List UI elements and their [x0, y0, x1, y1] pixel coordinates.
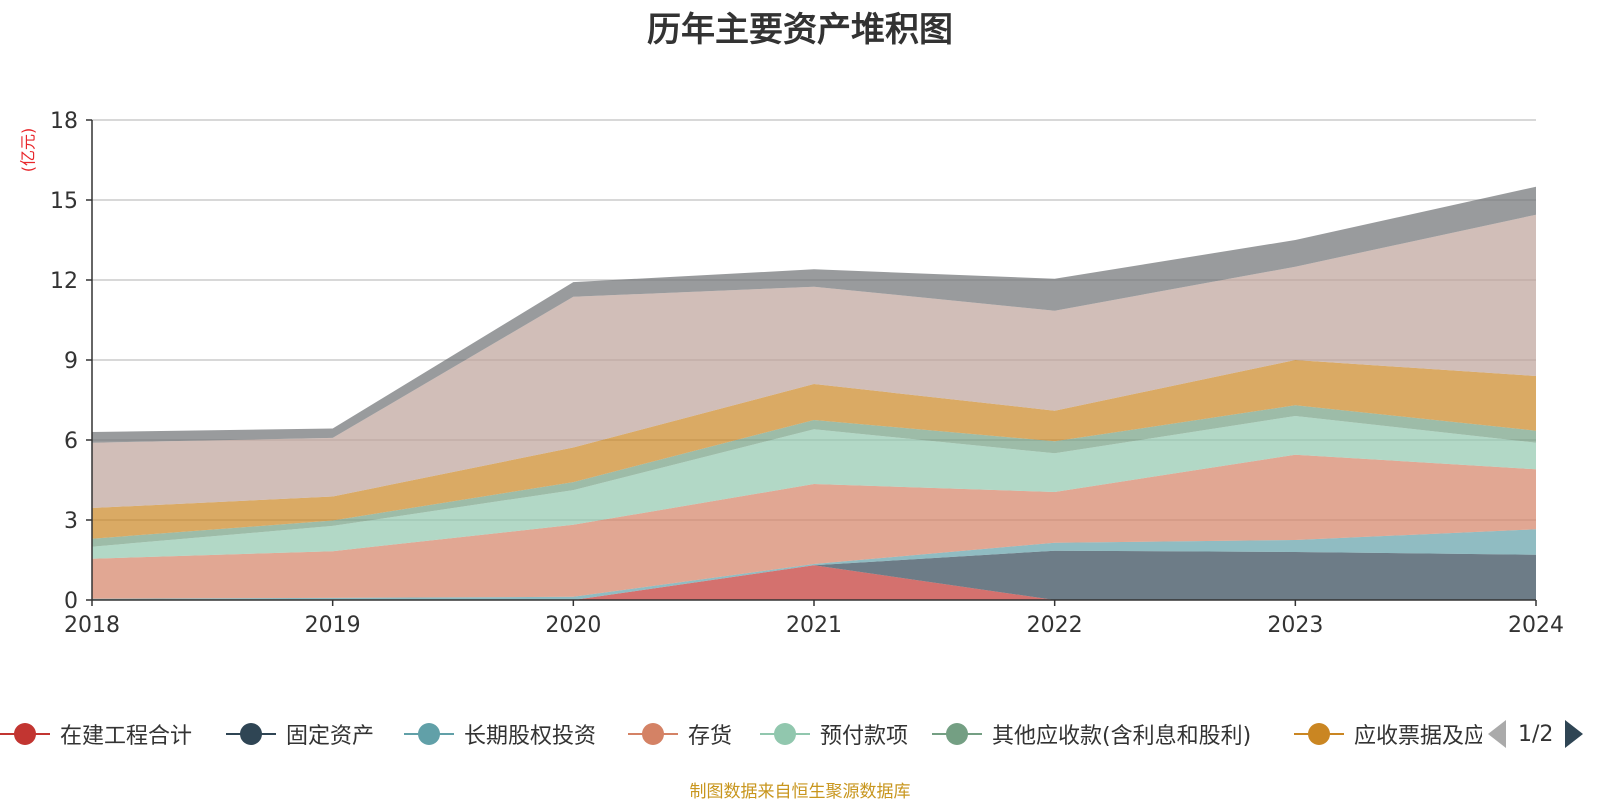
area-series-2	[92, 529, 1536, 600]
legend-item-0[interactable]: 在建工程合计	[0, 714, 192, 754]
legend-label: 在建工程合计	[60, 724, 193, 749]
legend-item-3[interactable]: 存货	[628, 714, 732, 754]
area-series-4	[92, 416, 1536, 559]
y-tick-label-6: 6	[64, 429, 78, 454]
x-tick-label-2023: 2023	[1267, 613, 1323, 638]
legend-next-page-icon[interactable]	[1565, 720, 1584, 748]
x-tick-label-2022: 2022	[1027, 613, 1083, 638]
x-tick-label-2019: 2019	[305, 613, 361, 638]
legend-marker-icon	[226, 722, 276, 746]
y-tick-label-9: 9	[64, 349, 78, 374]
legend-label: 存货	[688, 724, 733, 749]
axes: 0 3 6 9 12 15 18 2018 2019 2020 2021 2022 2023 2024	[50, 109, 1564, 638]
x-tick-label-2024: 2024	[1508, 613, 1564, 638]
legend-marker-icon	[1294, 722, 1344, 746]
legend-label: 长期股权投资	[464, 724, 597, 749]
area-series-7	[92, 214, 1536, 508]
area-series-1	[92, 550, 1536, 600]
legend-label: 应收票据及应收账款	[1354, 724, 1482, 749]
y-tick-label-0: 0	[64, 589, 78, 614]
data-source-note: 制图数据来自恒生聚源数据库	[689, 782, 911, 802]
legend-item-1[interactable]: 固定资产	[226, 714, 374, 754]
legend-item-6[interactable]: 应收票据及应收账款	[1294, 714, 1482, 754]
legend-item-2[interactable]: 长期股权投资	[404, 714, 596, 754]
area-series	[92, 186, 1536, 600]
legend-pager: 1/2	[1488, 714, 1584, 754]
legend-item-5[interactable]: 其他应收款(含利息和股利)	[932, 714, 1251, 754]
legend-marker-icon	[628, 722, 678, 746]
x-tick-label-2020: 2020	[545, 613, 601, 638]
legend-label: 其他应收款(含利息和股利)	[992, 724, 1252, 749]
x-tick-label-2021: 2021	[786, 613, 842, 638]
legend-marker-icon	[760, 722, 810, 746]
area-series-5	[92, 405, 1536, 547]
area-series-3	[92, 454, 1536, 599]
legend: 在建工程合计 固定资产 长期股权投资 存货 预付款项 其他应收款(含利息和股利) 应收票据及…	[0, 714, 1600, 754]
y-tick-label-18: 18	[50, 109, 78, 134]
legend-page-indicator: 1/2	[1518, 721, 1554, 747]
chart-title: 历年主要资产堆积图	[647, 10, 953, 50]
area-series-0	[92, 565, 1536, 600]
legend-label: 预付款项	[820, 724, 909, 749]
legend-label: 固定资产	[286, 724, 375, 749]
y-tick-label-15: 15	[50, 189, 78, 214]
y-tick-label-12: 12	[50, 269, 78, 294]
legend-item-4[interactable]: 预付款项	[760, 714, 908, 754]
legend-prev-page-icon[interactable]	[1488, 720, 1506, 748]
legend-marker-icon	[0, 722, 50, 746]
y-tick-label-3: 3	[64, 509, 78, 534]
area-series-6	[92, 360, 1536, 539]
x-tick-label-2018: 2018	[64, 613, 120, 638]
legend-marker-icon	[932, 722, 982, 746]
legend-marker-icon	[404, 722, 454, 746]
legend-items: 在建工程合计 固定资产 长期股权投资 存货 预付款项 其他应收款(含利息和股利) 应收票据及…	[0, 714, 1482, 754]
